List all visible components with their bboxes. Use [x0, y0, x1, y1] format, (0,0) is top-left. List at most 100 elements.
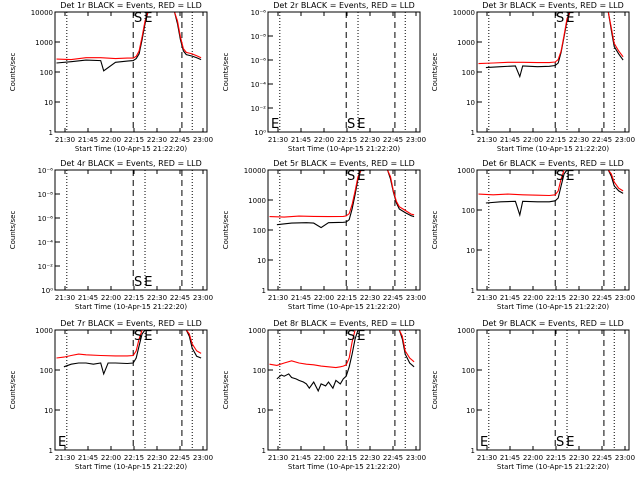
series-line-events: [276, 170, 415, 229]
series-line-lld: [269, 330, 415, 369]
x-tick-label: 22:15: [124, 454, 144, 462]
event-marker-e: E: [566, 169, 574, 184]
chart-title: Det 9r BLACK = Events, RED = LLD: [482, 319, 624, 328]
y-tick-label: 10: [466, 99, 475, 107]
x-tick-label: 21:45: [291, 294, 311, 302]
y-tick-label: 1000: [248, 327, 266, 335]
y-tick-label: 100: [253, 367, 266, 375]
y-tick-label: 10⁻²: [38, 263, 54, 271]
y-tick-label: 1: [471, 129, 475, 137]
plot-frame: [54, 329, 208, 451]
y-tick-label: 10: [466, 407, 475, 415]
x-tick-label: 22:15: [337, 136, 357, 144]
event-marker-e: E: [144, 275, 152, 290]
x-tick-label: 21:45: [500, 454, 520, 462]
event-marker-s: S: [556, 11, 564, 26]
event-marker-e: E: [271, 117, 279, 132]
y-tick-label: 1000: [457, 167, 475, 175]
event-marker-s: S: [347, 169, 355, 184]
series-line-events: [56, 12, 202, 72]
x-axis-label: Start Time (10-Apr-15 21:22:20): [288, 145, 400, 153]
x-tick-label: 22:00: [523, 454, 543, 462]
x-tick-label: 22:45: [383, 294, 403, 302]
x-tick-label: 22:00: [523, 294, 543, 302]
x-tick-label: 22:45: [383, 136, 403, 144]
x-tick-label: 22:00: [523, 136, 543, 144]
x-tick-label: 21:45: [78, 136, 98, 144]
chart-title: Det 8r BLACK = Events, RED = LLD: [273, 319, 415, 328]
series-line-events: [63, 330, 202, 376]
y-tick-label: 10000: [31, 9, 53, 17]
x-tick-label: 22:30: [360, 454, 380, 462]
y-axis-label: Counts/sec: [431, 211, 439, 250]
x-tick-label: 21:45: [291, 454, 311, 462]
x-tick-label: 21:30: [477, 136, 497, 144]
y-axis-label: Counts/sec: [9, 211, 17, 250]
y-tick-label: 10⁻⁶: [251, 9, 267, 17]
y-tick-label: 100: [40, 69, 53, 77]
y-tick-label: 10⁰: [41, 287, 53, 295]
y-tick-label: 1000: [457, 39, 475, 47]
x-tick-label: 22:15: [546, 136, 566, 144]
x-tick-label: 21:45: [500, 294, 520, 302]
x-tick-label: 22:45: [170, 136, 190, 144]
x-tick-label: 23:00: [193, 136, 213, 144]
event-marker-e: E: [58, 435, 66, 450]
series-group: [56, 12, 202, 72]
x-tick-label: 22:30: [569, 294, 589, 302]
chart-title: Det 4r BLACK = Events, RED = LLD: [60, 159, 202, 168]
series-group: [478, 170, 624, 218]
event-marker-e: E: [357, 329, 365, 344]
x-tick-label: 21:30: [55, 454, 75, 462]
y-tick-label: 100: [462, 69, 475, 77]
y-tick-label: 100: [253, 227, 266, 235]
event-marker-e: E: [144, 329, 152, 344]
x-tick-label: 23:00: [615, 136, 635, 144]
event-marker-e: E: [357, 169, 365, 184]
y-tick-label: 1: [49, 129, 53, 137]
y-tick-label: 10⁻⁶: [251, 57, 267, 65]
x-tick-label: 22:45: [592, 136, 612, 144]
y-tick-label: 10⁻⁸: [251, 33, 267, 41]
x-tick-label: 23:00: [406, 294, 426, 302]
x-tick-label: 21:30: [268, 136, 288, 144]
event-marker-s: S: [134, 11, 142, 26]
x-tick-label: 22:00: [101, 454, 121, 462]
x-tick-label: 21:30: [55, 136, 75, 144]
x-tick-label: 22:45: [383, 454, 403, 462]
y-tick-label: 10⁻²: [251, 105, 267, 113]
x-axis-label: Start Time (10-Apr-15 21:22:20): [288, 463, 400, 471]
chart-title: Det 7r BLACK = Events, RED = LLD: [60, 319, 202, 328]
x-axis-label: Start Time (10-Apr-15 21:22:20): [75, 145, 187, 153]
chart-title: Det 2r BLACK = Events, RED = LLD: [273, 1, 415, 10]
y-tick-label: 10: [44, 99, 53, 107]
series-group: [269, 170, 415, 229]
series-line-lld: [478, 12, 624, 65]
x-tick-label: 22:30: [569, 136, 589, 144]
x-tick-label: 22:45: [592, 294, 612, 302]
x-tick-label: 22:15: [546, 294, 566, 302]
series-line-lld: [478, 170, 624, 197]
x-tick-label: 22:00: [101, 136, 121, 144]
x-tick-label: 22:00: [314, 454, 334, 462]
x-tick-label: 22:15: [337, 454, 357, 462]
event-marker-e: E: [566, 11, 574, 26]
y-axis-label: Counts/sec: [222, 371, 230, 410]
y-tick-label: 100: [462, 367, 475, 375]
y-tick-label: 10⁻⁸: [38, 191, 54, 199]
y-tick-label: 10⁻⁴: [251, 81, 267, 89]
x-tick-label: 22:30: [360, 136, 380, 144]
y-axis-label: Counts/sec: [222, 53, 230, 92]
y-tick-label: 10: [257, 407, 266, 415]
y-tick-label: 1: [471, 287, 475, 295]
x-tick-label: 22:00: [314, 294, 334, 302]
x-tick-label: 22:45: [592, 454, 612, 462]
